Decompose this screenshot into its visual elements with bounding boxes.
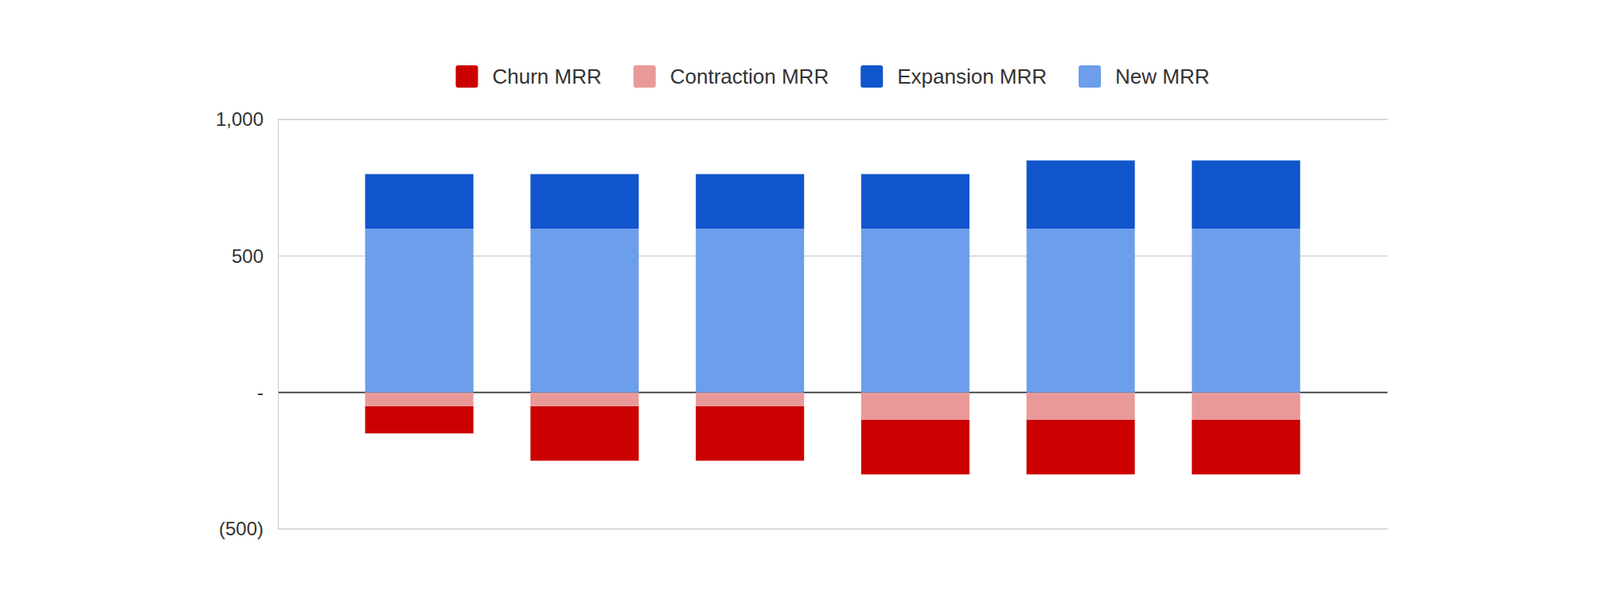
bar-segment (1191, 392, 1300, 420)
legend: Churn MRR Contraction MRR Expansion MRR New… (456, 64, 1210, 89)
legend-label: Contraction MRR (670, 64, 829, 89)
legend-swatch (456, 65, 479, 88)
bar-segment (1026, 392, 1136, 420)
legend-label: New MRR (1115, 64, 1210, 89)
legend-label: Churn MRR (492, 64, 602, 89)
bar-segment (365, 392, 474, 406)
y-tick-label: (500) (218, 517, 264, 539)
bar-segment (1191, 160, 1300, 229)
legend-swatch (1078, 65, 1101, 88)
bar-segment (1026, 419, 1136, 475)
bar-segment (695, 405, 804, 461)
y-tick-label: 500 (231, 245, 264, 267)
bar-segment (530, 405, 639, 461)
grid-line (277, 527, 1388, 529)
y-tick-label: - (257, 381, 264, 403)
y-tick: - (257, 381, 278, 403)
bar-segment (861, 392, 970, 420)
legend-swatch (633, 65, 656, 88)
legend-label: Expansion MRR (897, 64, 1047, 89)
y-tick: (500) (218, 517, 278, 539)
y-axis-line (277, 120, 279, 530)
bar-segment (861, 228, 970, 393)
y-tick: 500 (231, 245, 278, 267)
y-tick: 1,000 (215, 108, 278, 130)
chart: (500) - 500 1,000 Churn MRR Contraction MRR Ex… (0, 0, 1600, 615)
bar-segment (695, 228, 804, 393)
bar-segment (530, 174, 639, 230)
bar-segment (1026, 228, 1136, 393)
y-tick-label: 1,000 (215, 108, 264, 130)
legend-swatch (860, 65, 883, 88)
bar-segment (861, 174, 970, 230)
bar-segment (695, 174, 804, 230)
legend-item: Expansion MRR (860, 64, 1047, 89)
bar-segment (695, 392, 804, 406)
grid (277, 119, 1388, 529)
bar-segment (1191, 419, 1300, 475)
bar-segment (530, 392, 639, 406)
bars (365, 160, 1301, 474)
legend-item: Churn MRR (456, 64, 602, 89)
legend-item: Contraction MRR (633, 64, 829, 89)
bar-segment (365, 405, 474, 434)
grid-line (277, 118, 1388, 120)
plot: (500) - 500 1,000 (215, 108, 1388, 539)
legend-item: New MRR (1078, 64, 1210, 89)
bar-segment (365, 174, 474, 230)
bar-segment (1026, 160, 1136, 229)
y-axis: (500) - 500 1,000 (215, 108, 279, 539)
bar-segment (365, 228, 474, 393)
bar-segment (530, 228, 639, 393)
bar-segment (1191, 228, 1300, 393)
bar-segment (861, 419, 970, 475)
